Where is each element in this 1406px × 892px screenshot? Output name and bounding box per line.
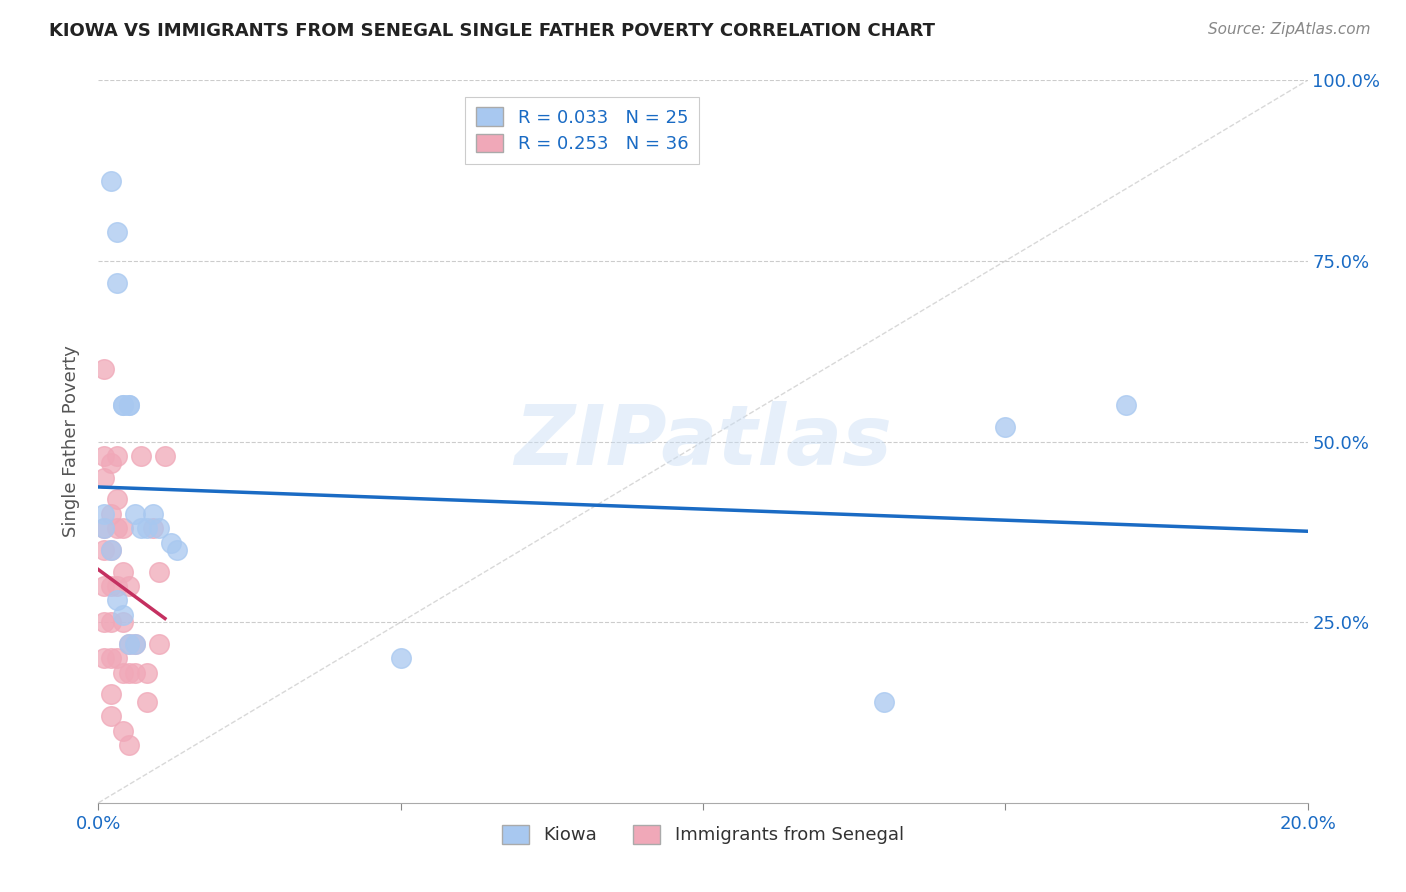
Point <box>100 579 122 593</box>
Point <box>100 687 122 701</box>
Point <box>160 535 183 549</box>
Point <box>142 521 165 535</box>
Point <box>166 542 188 557</box>
Point <box>148 521 170 535</box>
Point <box>100 542 122 557</box>
Point <box>93 362 115 376</box>
Point <box>118 738 141 752</box>
Point <box>111 521 134 535</box>
Point <box>111 398 134 412</box>
Point <box>105 449 128 463</box>
Point <box>994 420 1017 434</box>
Point <box>100 709 122 723</box>
Point <box>124 637 146 651</box>
Point <box>124 507 146 521</box>
Point <box>135 695 157 709</box>
Point <box>118 637 141 651</box>
Point <box>100 651 122 665</box>
Point <box>118 398 141 412</box>
Point <box>100 456 122 470</box>
Text: ZIPatlas: ZIPatlas <box>515 401 891 482</box>
Point <box>153 449 176 463</box>
Point <box>142 507 165 521</box>
Point <box>118 398 141 412</box>
Point <box>135 521 157 535</box>
Point <box>111 398 134 412</box>
Text: KIOWA VS IMMIGRANTS FROM SENEGAL SINGLE FATHER POVERTY CORRELATION CHART: KIOWA VS IMMIGRANTS FROM SENEGAL SINGLE … <box>49 22 935 40</box>
Point <box>148 565 170 579</box>
Point <box>105 521 128 535</box>
Point <box>93 449 115 463</box>
Point <box>118 665 141 680</box>
Point <box>105 651 128 665</box>
Point <box>93 542 115 557</box>
Point <box>111 723 134 738</box>
Legend: Kiowa, Immigrants from Senegal: Kiowa, Immigrants from Senegal <box>495 818 911 852</box>
Point <box>105 593 128 607</box>
Point <box>100 174 122 188</box>
Point <box>124 637 146 651</box>
Point <box>129 449 152 463</box>
Point <box>111 665 134 680</box>
Point <box>100 615 122 630</box>
Point <box>111 607 134 622</box>
Point <box>389 651 412 665</box>
Point <box>93 521 115 535</box>
Point <box>111 615 134 630</box>
Point <box>93 579 115 593</box>
Point <box>93 615 115 630</box>
Point <box>93 470 115 484</box>
Y-axis label: Single Father Poverty: Single Father Poverty <box>62 345 80 538</box>
Point <box>93 507 115 521</box>
Point <box>118 579 141 593</box>
Point <box>873 695 896 709</box>
Point <box>124 665 146 680</box>
Point <box>100 542 122 557</box>
Point <box>1115 398 1137 412</box>
Point <box>118 637 141 651</box>
Point <box>100 507 122 521</box>
Point <box>129 521 152 535</box>
Point <box>93 651 115 665</box>
Point <box>135 665 157 680</box>
Point <box>93 521 115 535</box>
Text: Source: ZipAtlas.com: Source: ZipAtlas.com <box>1208 22 1371 37</box>
Point <box>111 565 134 579</box>
Point <box>105 225 128 239</box>
Point <box>105 579 128 593</box>
Point <box>148 637 170 651</box>
Point <box>105 492 128 507</box>
Point <box>105 276 128 290</box>
